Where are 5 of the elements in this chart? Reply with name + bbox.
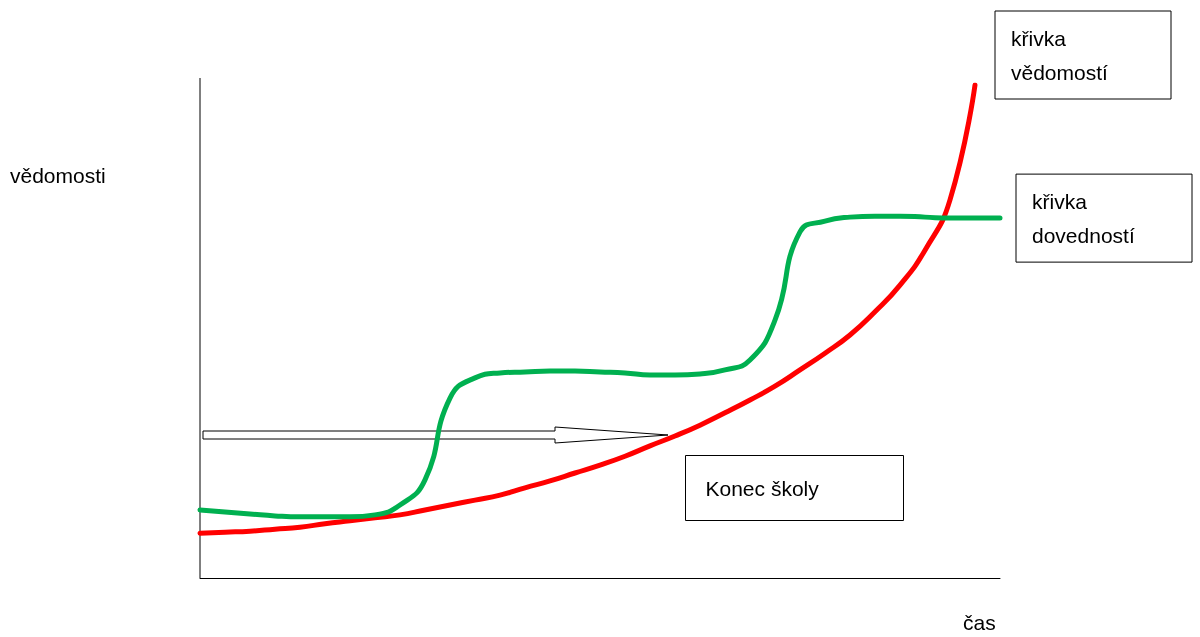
y-axis-title: vědomosti	[10, 164, 106, 187]
annotation: Konec školy	[705, 476, 820, 500]
x-axis-title: čas	[963, 611, 996, 634]
series-label: křivka vědomostí	[1011, 26, 1109, 84]
series-label: křivka dovedností	[1032, 189, 1135, 247]
